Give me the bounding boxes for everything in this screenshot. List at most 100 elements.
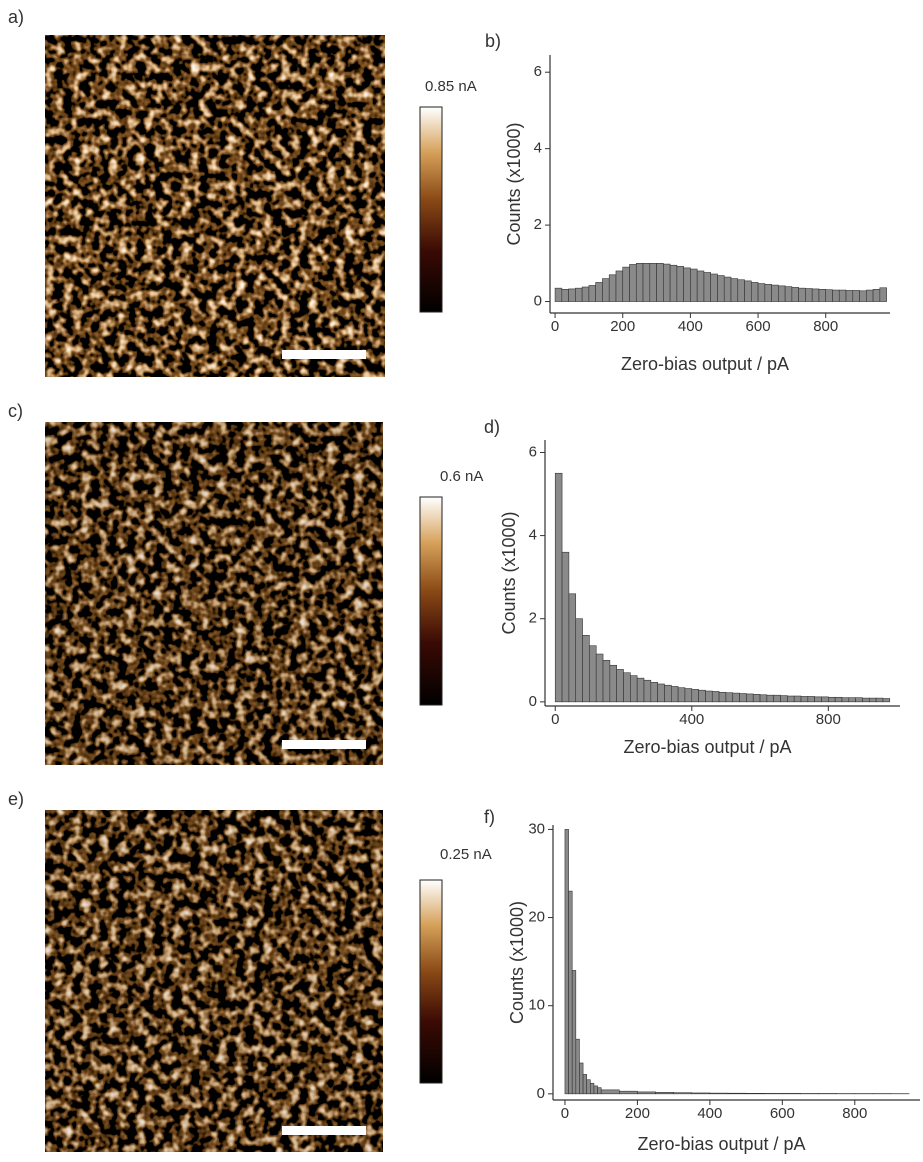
histogram-bar [868,697,877,703]
histogram-bar [554,287,563,302]
histogram-bar [568,288,576,302]
histogram-bar [618,1090,638,1095]
histogram-bar [764,284,772,302]
histogram-bar [656,263,664,302]
histogram-bar [575,287,583,302]
histogram-bar [630,675,638,703]
current-map-texture [45,422,383,765]
histogram-bar [586,1079,591,1095]
histogram-bar [676,266,684,302]
histogram-bar [564,829,569,1095]
histogram-bar [872,289,881,302]
histogram-bar [787,695,795,703]
histogram-bar [582,1074,587,1095]
current-map-texture [45,810,383,1152]
histogram-bar [745,1093,765,1095]
histogram-bar [838,289,847,302]
y-tick-label: 20 [528,909,545,926]
histogram-bar [571,970,577,1095]
histogram-bar [670,686,679,703]
colorbar-max-label: 0.85 nA [425,78,477,95]
histogram-bar [669,264,678,302]
histogram-bar [589,645,597,703]
histogram-bar [759,694,768,703]
colorbar [419,879,443,1084]
histogram-bar [727,1092,747,1095]
histogram-bar [766,694,775,703]
y-tick-label: 4 [534,140,542,157]
panel-label: d) [484,417,500,437]
histogram-bar [568,890,573,1095]
histogram-bar [800,696,809,703]
histogram-bar [773,694,781,703]
histogram-bar [683,267,691,302]
y-tick-label: 6 [529,443,537,460]
y-tick-label: 30 [528,820,545,837]
histogram-bar [579,1062,584,1095]
y-axis-label: Counts (x1000) [504,122,524,245]
x-tick-label: 0 [561,1105,569,1122]
y-tick-label: 10 [528,997,545,1014]
histogram-bar [841,697,850,703]
histogram-bar [832,289,840,302]
histogram-bar [600,1089,620,1095]
panel-label: e) [8,789,24,809]
scale-bar [282,740,366,749]
histogram-bar [575,618,583,703]
x-tick-label: 400 [678,318,703,335]
histogram-bar [602,659,611,703]
histogram-bar [643,679,652,703]
histogram-bar [595,282,603,302]
histogram-bar [821,696,829,703]
histogram-bar [629,264,637,302]
histogram-bar [750,282,759,302]
histogram-bar [673,1092,693,1095]
histogram-bar [875,697,884,703]
x-tick-label: 0 [551,318,559,335]
histogram-bar [739,693,747,703]
x-tick-label: 200 [625,1105,650,1122]
colorbar-max-label: 0.25 nA [440,846,492,863]
histogram-bar [655,1092,674,1095]
x-tick-label: 0 [551,711,559,728]
histogram-bar [859,290,867,302]
scale-bar [282,350,366,359]
y-axis-label: Counts (x1000) [507,901,527,1024]
histogram-bar [793,695,802,703]
histogram-bar [805,288,813,302]
y-axis-label: Counts (x1000) [499,511,519,634]
histogram-bar [616,669,624,703]
histogram-bar [778,285,786,302]
x-axis-label: Zero-bias output / pA [623,737,791,757]
histogram-bar [746,693,754,703]
histogram-bar [710,273,718,302]
histogram-bar [711,691,720,703]
histogram-bar [723,276,732,302]
histogram-bar [637,1091,656,1095]
histogram-bar [737,279,745,302]
histogram-bar [691,1092,711,1095]
histogram-bar [609,664,617,703]
histogram-bar [882,698,891,703]
histogram-bar [698,689,706,703]
y-tick-label: 0 [534,293,542,310]
histogram-bar [718,691,727,703]
x-tick-label: 800 [813,318,838,335]
histogram-bar [752,694,761,703]
x-tick-label: 800 [816,711,841,728]
histogram-bar [696,270,705,302]
histogram-bar [818,289,827,302]
histogram-bar [635,263,644,302]
histogram-bar [705,690,713,703]
histogram-bar [807,696,815,703]
histogram-bar [828,696,836,703]
current-map-texture [45,35,385,377]
x-tick-label: 600 [746,318,771,335]
histogram-bar [690,268,698,302]
histogram-bar [771,284,779,302]
histogram-bar [595,653,604,703]
histogram-bar [623,672,631,703]
histogram-bar [709,1092,729,1095]
histogram-bar [862,697,870,703]
histogram-bar [798,287,806,302]
